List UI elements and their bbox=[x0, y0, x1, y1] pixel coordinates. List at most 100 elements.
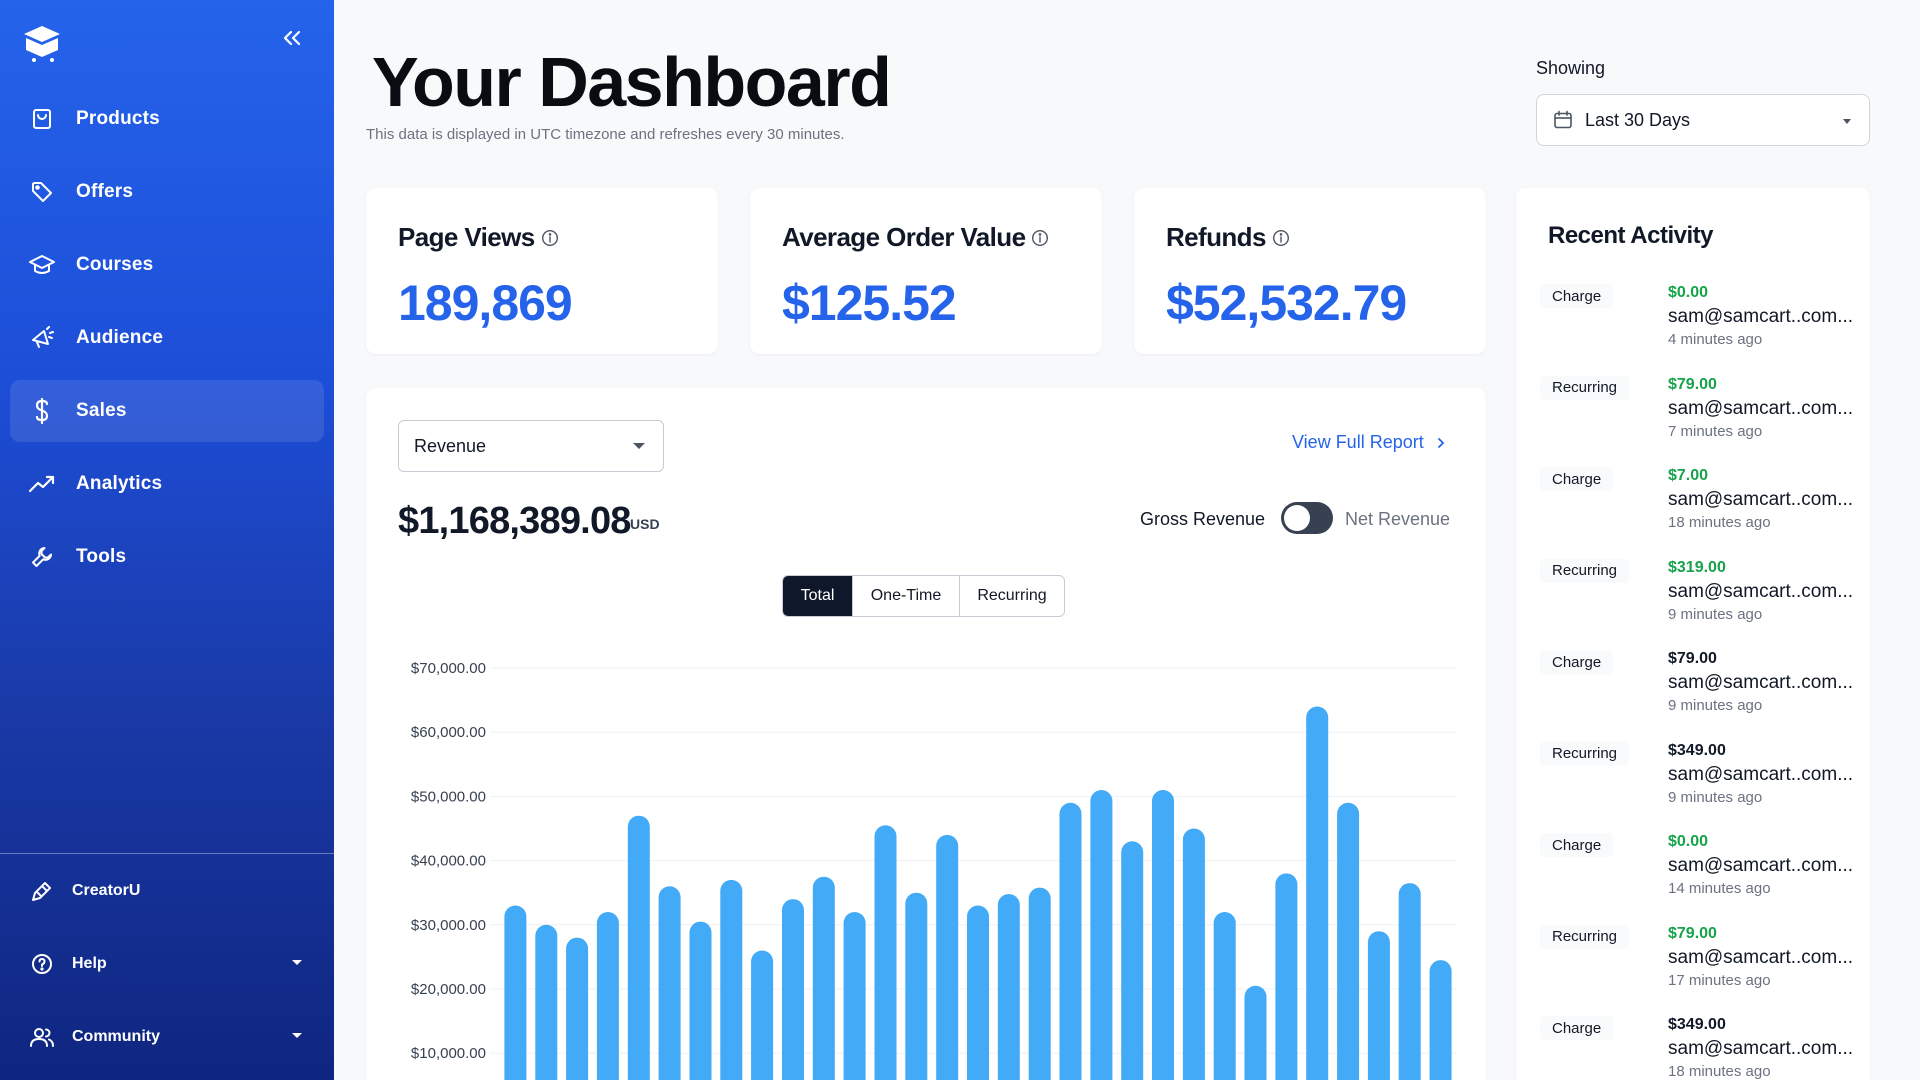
chart-bar[interactable] bbox=[1213, 912, 1236, 1080]
activity-type-badge: Charge bbox=[1540, 467, 1614, 491]
activity-email[interactable]: sam@samcart..com... bbox=[1668, 489, 1854, 510]
activity-item[interactable]: Charge $7.00 sam@samcart..com... 18 minutes… bbox=[1540, 463, 1870, 555]
chevron-down-icon[interactable] bbox=[292, 960, 302, 965]
logo-icon[interactable] bbox=[20, 22, 64, 62]
page-title: Your Dashboard bbox=[372, 43, 892, 121]
chart-bar[interactable] bbox=[1275, 873, 1298, 1080]
gross-net-toggle[interactable] bbox=[1281, 502, 1333, 534]
chart-bar[interactable] bbox=[782, 899, 804, 1080]
activity-time: 18 minutes ago bbox=[1668, 1063, 1771, 1080]
view-full-report-link[interactable]: View Full Report bbox=[1292, 432, 1448, 453]
sidebar-item-tools[interactable]: Tools bbox=[10, 526, 324, 588]
chart-bar[interactable] bbox=[504, 905, 527, 1080]
chart-bar[interactable] bbox=[1306, 706, 1329, 1080]
sidebar-item-analytics[interactable]: Analytics bbox=[10, 453, 324, 515]
sidebar-item-label: Tools bbox=[76, 546, 127, 567]
chart-bar[interactable] bbox=[936, 834, 959, 1080]
chart-bar[interactable] bbox=[1337, 802, 1360, 1080]
activity-item[interactable]: Charge $0.00 sam@samcart..com... 4 minutes … bbox=[1540, 280, 1870, 372]
activity-item[interactable]: Charge $0.00 sam@samcart..com... 14 minutes… bbox=[1540, 829, 1870, 921]
info-icon[interactable] bbox=[541, 229, 559, 247]
stat-value: $125.52 bbox=[782, 275, 957, 331]
recent-activity-title: Recent Activity bbox=[1548, 222, 1714, 249]
chart-bar[interactable] bbox=[1090, 790, 1113, 1080]
activity-item[interactable]: Recurring $79.00 sam@samcart..com... 7 minu… bbox=[1540, 372, 1870, 464]
activity-item[interactable]: Recurring $79.00 sam@samcart..com... 17 min… bbox=[1540, 921, 1870, 1013]
y-axis-tick-label: $20,000.00 bbox=[411, 981, 486, 998]
chart-bar[interactable] bbox=[967, 905, 989, 1080]
activity-amount: $0.00 bbox=[1668, 833, 1709, 850]
chart-bar[interactable] bbox=[1182, 828, 1205, 1080]
chart-bar[interactable] bbox=[1152, 790, 1174, 1080]
segment-recurring[interactable]: Recurring bbox=[959, 576, 1064, 616]
chart-bar[interactable] bbox=[997, 894, 1020, 1080]
chart-bar[interactable] bbox=[874, 825, 897, 1080]
chart-bar[interactable] bbox=[1059, 802, 1082, 1080]
activity-email[interactable]: sam@samcart..com... bbox=[1668, 397, 1854, 419]
revenue-panel: Revenue View Full Report $1,168,389.08 U… bbox=[366, 388, 1486, 1080]
currency-label: USD bbox=[630, 516, 660, 532]
megaphone-icon bbox=[28, 324, 56, 352]
activity-item[interactable]: Charge $349.00 sam@samcart..com... 18 minut… bbox=[1540, 1012, 1870, 1080]
sidebar-item-label: Community bbox=[72, 1027, 160, 1045]
sidebar-item-label: CreatorU bbox=[72, 881, 141, 899]
activity-email[interactable]: sam@samcart..com... bbox=[1668, 763, 1854, 785]
y-axis-tick-label: $30,000.00 bbox=[411, 917, 486, 934]
sidebar-item-audience[interactable]: Audience bbox=[10, 307, 324, 369]
segment-one-time[interactable]: One-Time bbox=[852, 576, 959, 616]
recent-activity-list: Charge $0.00 sam@samcart..com... 4 minutes … bbox=[1540, 280, 1870, 1080]
revenue-type-segmented-control: Total One-Time Recurring bbox=[782, 575, 1065, 617]
chart-bar[interactable] bbox=[720, 879, 743, 1080]
sidebar-item-sales[interactable]: Sales bbox=[10, 380, 324, 442]
activity-email[interactable]: sam@samcart..com... bbox=[1668, 946, 1854, 968]
activity-item[interactable]: Recurring $349.00 sam@samcart..com... 9 min… bbox=[1540, 738, 1870, 830]
total-revenue-amount: $1,168,389.08 bbox=[398, 500, 631, 542]
activity-item[interactable]: Charge $79.00 sam@samcart..com... 9 minutes… bbox=[1540, 646, 1870, 738]
activity-email[interactable]: sam@samcart..com... bbox=[1668, 1038, 1854, 1059]
chart-bar[interactable] bbox=[658, 886, 681, 1080]
collapse-sidebar-icon[interactable] bbox=[280, 26, 304, 50]
sidebar-item-courses[interactable]: Courses bbox=[10, 234, 324, 296]
segment-total[interactable]: Total bbox=[783, 576, 852, 616]
info-icon[interactable] bbox=[1272, 229, 1290, 247]
chart-bar[interactable] bbox=[1244, 985, 1267, 1080]
pen-tool-icon bbox=[30, 879, 54, 903]
activity-email[interactable]: sam@samcart..com... bbox=[1668, 580, 1854, 602]
activity-email[interactable]: sam@samcart..com... bbox=[1668, 855, 1854, 876]
chart-bar[interactable] bbox=[689, 921, 712, 1080]
sidebar-item-offers[interactable]: Offers bbox=[10, 161, 324, 223]
help-circle-icon bbox=[30, 952, 54, 976]
chevron-down-icon[interactable] bbox=[292, 1033, 302, 1038]
chart-bar[interactable] bbox=[1429, 960, 1452, 1080]
chart-bar[interactable] bbox=[627, 815, 650, 1080]
chart-bar[interactable] bbox=[535, 924, 558, 1080]
chart-bar[interactable] bbox=[812, 876, 835, 1080]
sidebar-item-products[interactable]: Products bbox=[10, 88, 324, 150]
chart-bar[interactable] bbox=[1367, 931, 1390, 1080]
activity-email[interactable]: sam@samcart..com... bbox=[1668, 672, 1854, 693]
users-icon bbox=[30, 1025, 54, 1049]
metric-select[interactable]: Revenue bbox=[398, 420, 664, 472]
stat-value: $52,532.79 bbox=[1166, 275, 1407, 331]
sidebar-item-label: Courses bbox=[76, 254, 154, 275]
activity-time: 7 minutes ago bbox=[1668, 422, 1763, 440]
sidebar-item-community[interactable]: Community bbox=[0, 1000, 334, 1073]
chart-bar[interactable] bbox=[1398, 883, 1421, 1080]
chart-bar[interactable] bbox=[905, 892, 928, 1080]
activity-type-badge: Charge bbox=[1540, 1016, 1614, 1040]
wrench-icon bbox=[28, 543, 56, 571]
sidebar-item-creatoru[interactable]: CreatorU bbox=[0, 854, 334, 927]
date-range-select[interactable]: Last 30 Days bbox=[1536, 94, 1870, 146]
activity-item[interactable]: Recurring $319.00 sam@samcart..com... 9 min… bbox=[1540, 555, 1870, 647]
sidebar-item-label: Products bbox=[76, 108, 160, 129]
activity-email[interactable]: sam@samcart..com... bbox=[1668, 306, 1854, 327]
metric-select-value: Revenue bbox=[414, 435, 487, 456]
chart-bar[interactable] bbox=[1028, 887, 1051, 1080]
chart-bar[interactable] bbox=[596, 912, 619, 1080]
chart-bar[interactable] bbox=[843, 912, 866, 1080]
chart-bar[interactable] bbox=[1121, 841, 1144, 1080]
sidebar-item-help[interactable]: Help bbox=[0, 927, 334, 1000]
chart-bar[interactable] bbox=[751, 950, 774, 1080]
info-icon[interactable] bbox=[1031, 229, 1049, 247]
chart-bar[interactable] bbox=[566, 937, 589, 1080]
